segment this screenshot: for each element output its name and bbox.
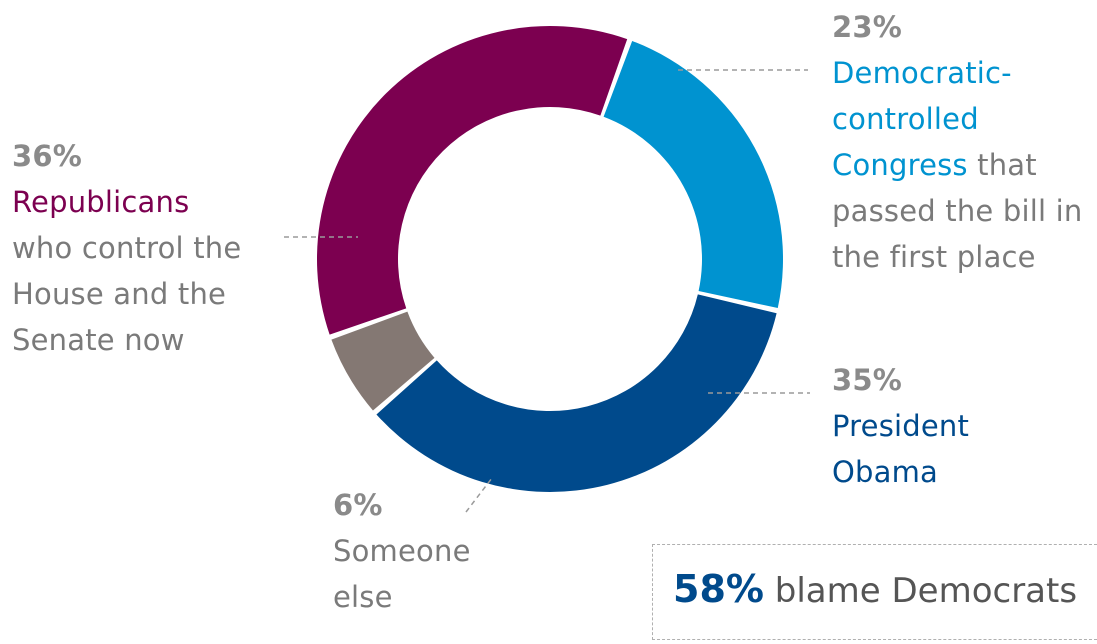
label-highlight: President Obama	[832, 409, 970, 489]
label-rest: that passed the bill in the first place	[832, 148, 1083, 274]
callout-text: 58% blame Democrats	[673, 567, 1077, 611]
slice-someone-else	[331, 311, 435, 411]
label-pct: 6%	[333, 488, 383, 522]
label-pct: 35%	[832, 363, 903, 397]
label-pct: 23%	[832, 10, 903, 44]
callout-pct: 58%	[673, 567, 764, 611]
label-someone-else: 6% Someone else	[333, 482, 471, 620]
label-rest: who control the House and the Senate now	[12, 231, 242, 357]
label-republicans: 36% Republicans who control the House and…	[12, 133, 241, 363]
label-highlight: Republicans	[12, 185, 190, 219]
summary-callout: 58% blame Democrats	[652, 544, 1097, 640]
leader-someone-else	[465, 477, 493, 513]
label-obama: 35% President Obama	[832, 357, 969, 495]
label-democratic-congress: 23% Democratic- controlled Congress that …	[832, 4, 1083, 280]
slice-republicans	[317, 26, 628, 335]
callout-label: blame Democrats	[763, 571, 1078, 611]
label-highlight: Democratic- controlled Congress	[832, 56, 1012, 182]
slice-obama	[376, 294, 777, 492]
label-rest: Someone else	[333, 534, 471, 614]
slice-democratic-congress	[603, 40, 783, 309]
label-pct: 36%	[12, 139, 83, 173]
